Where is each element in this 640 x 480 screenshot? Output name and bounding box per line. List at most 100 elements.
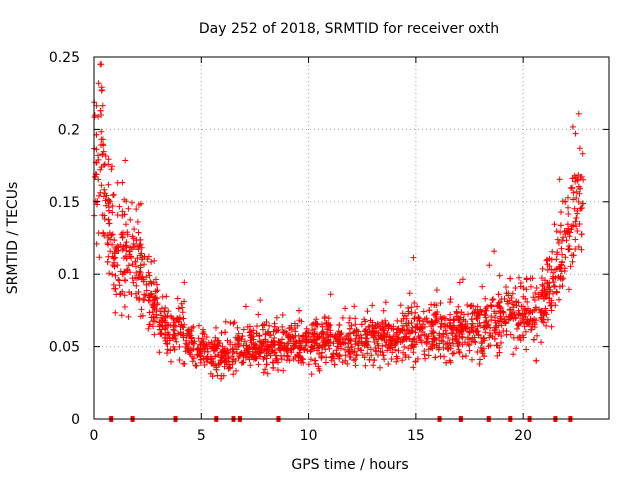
data-point — [414, 304, 420, 310]
data-point — [243, 304, 249, 310]
data-point — [365, 308, 371, 314]
data-point — [528, 284, 534, 290]
data-point — [457, 350, 463, 356]
data-point — [274, 315, 280, 321]
data-point — [123, 221, 129, 227]
data-point — [175, 296, 181, 302]
data-point — [340, 315, 346, 321]
data-point — [328, 291, 334, 297]
data-point — [393, 359, 399, 365]
data-point — [556, 297, 562, 303]
data-point — [213, 325, 219, 331]
data-point — [549, 308, 555, 314]
data-point — [304, 326, 310, 332]
data-point — [196, 335, 202, 341]
data-point — [227, 365, 233, 371]
data-point — [524, 276, 530, 282]
data-point — [214, 372, 220, 378]
data-point — [190, 346, 196, 352]
data-point — [227, 320, 233, 326]
data-point — [451, 317, 457, 323]
data-point — [336, 322, 342, 328]
data-point — [385, 361, 391, 367]
data-point — [98, 108, 104, 114]
data-point — [151, 332, 157, 338]
data-point — [240, 360, 246, 366]
data-point — [129, 200, 135, 206]
data-point — [115, 277, 121, 283]
data-point — [125, 314, 131, 320]
data-point — [182, 361, 188, 367]
data-point — [381, 308, 387, 314]
data-point — [332, 362, 338, 368]
y-tick-label: 0.2 — [58, 122, 80, 138]
data-point — [97, 167, 103, 173]
data-point — [97, 190, 103, 196]
data-point — [112, 310, 118, 316]
data-point — [447, 299, 453, 305]
data-point — [579, 231, 585, 237]
data-point — [565, 211, 571, 217]
data-point — [554, 228, 560, 234]
data-point — [467, 348, 473, 354]
data-point — [111, 192, 117, 198]
data-point — [555, 237, 561, 243]
data-point — [410, 255, 416, 261]
data-point — [232, 319, 238, 325]
data-point — [115, 212, 121, 218]
data-point — [552, 221, 558, 227]
data-point — [342, 305, 348, 311]
data-point — [296, 308, 302, 314]
y-tick-label: 0 — [71, 412, 80, 428]
data-point — [99, 87, 105, 93]
data-point — [347, 315, 353, 321]
data-point — [106, 217, 112, 223]
data-point — [549, 324, 555, 330]
data-point — [96, 254, 102, 260]
data-point — [469, 316, 475, 322]
data-point — [580, 200, 586, 206]
data-point — [426, 307, 432, 313]
data-point — [496, 291, 502, 297]
x-tick-label: 10 — [300, 428, 318, 444]
data-point — [106, 156, 112, 162]
data-point — [510, 351, 516, 357]
data-point — [503, 284, 509, 290]
data-point — [95, 152, 101, 158]
data-point — [146, 298, 152, 304]
x-axis-label: GPS time / hours — [291, 457, 408, 473]
data-point — [401, 344, 407, 350]
data-point — [451, 350, 457, 356]
data-point — [313, 316, 319, 322]
data-point — [531, 337, 537, 343]
data-point — [133, 206, 139, 212]
data-point — [480, 350, 486, 356]
data-point — [422, 356, 428, 362]
data-point — [105, 182, 111, 188]
data-point — [516, 275, 522, 281]
data-point — [426, 353, 432, 359]
data-point — [271, 335, 277, 341]
data-point — [180, 309, 186, 315]
data-point — [110, 231, 116, 237]
data-point — [247, 362, 253, 368]
y-tick-label: 0.15 — [49, 195, 80, 211]
data-point — [257, 297, 263, 303]
data-point — [573, 131, 579, 137]
data-point — [108, 166, 114, 172]
data-point — [497, 273, 503, 279]
data-point — [551, 283, 557, 289]
data-point — [441, 315, 447, 321]
data-point — [222, 329, 228, 335]
data-point — [353, 362, 359, 368]
data-point — [538, 339, 544, 345]
data-point — [370, 362, 376, 368]
y-tick-label: 0.1 — [58, 267, 80, 283]
data-point — [523, 347, 529, 353]
data-point — [98, 182, 104, 188]
data-point — [576, 111, 582, 117]
data-point — [280, 368, 286, 374]
data-point — [381, 356, 387, 362]
x-tick-labels: 0 5 10 15 20 — [90, 428, 533, 444]
data-point — [168, 359, 174, 365]
